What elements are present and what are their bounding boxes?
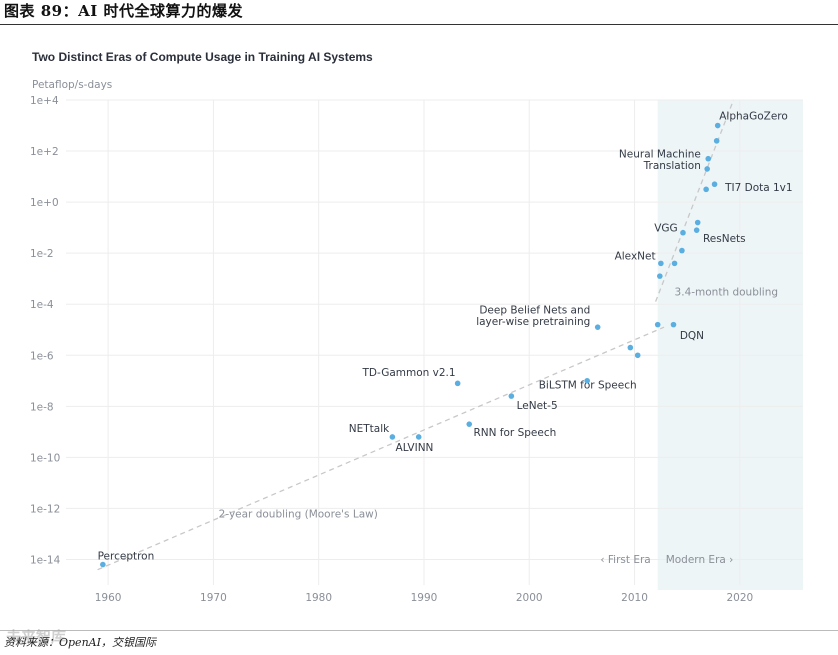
trend-line-moores-law: [97, 326, 665, 571]
footer-divider: [0, 630, 838, 631]
data-point: [711, 181, 718, 188]
annotation-label: layer-wise pretraining: [476, 316, 590, 328]
first-era-label: ‹ First Era: [600, 554, 650, 566]
annotation-label: BiLSTM for Speech: [539, 380, 637, 392]
data-point: [713, 138, 720, 144]
trend-line-modern-doubling: [654, 99, 735, 302]
y-tick-label: 1e-12: [30, 503, 60, 515]
y-tick-label: 1e+0: [30, 197, 59, 209]
data-point: [415, 434, 422, 440]
data-point: [670, 321, 677, 328]
x-tick-label: 1990: [411, 592, 438, 604]
x-tick-label: 1980: [305, 592, 332, 604]
data-point: [466, 421, 473, 427]
annotation-label: VGG: [654, 223, 677, 235]
data-point: [714, 122, 721, 129]
annotation-label: 3.4-month doubling: [675, 286, 778, 298]
data-point: [584, 377, 590, 384]
x-tick-label: 1960: [95, 592, 122, 604]
y-tick-label: 1e-4: [30, 299, 54, 311]
annotation-label: ALVINN: [396, 442, 434, 454]
data-point: [654, 321, 661, 328]
y-tick-label: 1e-14: [30, 554, 61, 566]
annotation-label: Perceptron: [98, 551, 155, 563]
data-point: [694, 219, 701, 226]
annotation-label: Deep Belief Nets and: [479, 304, 590, 316]
annotation-label: Neural Machine: [619, 149, 701, 161]
y-tick-label: 1e-2: [30, 248, 54, 260]
watermark: 未来智库: [6, 628, 67, 646]
annotation-label: AlphaGoZero: [719, 110, 788, 122]
annotation-label: DQN: [680, 330, 704, 342]
data-point: [389, 434, 396, 440]
data-point: [594, 324, 601, 330]
y-tick-label: 1e-6: [30, 350, 54, 362]
y-tick-label: 1e+2: [30, 146, 59, 158]
annotation-label: Translation: [643, 160, 701, 172]
annotation-label: ResNets: [703, 233, 746, 245]
modern-era-label: Modern Era ›: [666, 554, 734, 566]
data-point: [634, 352, 641, 359]
data-point: [627, 344, 634, 351]
annotation-label: RNN for Speech: [473, 427, 556, 439]
x-tick-label: 2000: [516, 592, 543, 604]
annotation-label: 2-year doubling (Moore's Law): [219, 509, 378, 521]
y-tick-label: 1e-10: [30, 452, 60, 464]
page-header-title: 图表 89：AI 时代全球算力的爆发: [4, 2, 243, 20]
grid-layer: [66, 99, 803, 585]
annotation-label: NETtalk: [349, 423, 390, 435]
data-point: [680, 229, 686, 236]
data-point: [508, 393, 515, 399]
data-point: [671, 260, 678, 267]
annotation-label: LeNet-5: [517, 400, 558, 412]
data-point: [100, 561, 106, 568]
data-point: [679, 247, 685, 254]
trend-layer: [97, 99, 735, 571]
y-axis-label: Petaflop/s-days: [32, 79, 112, 91]
x-tick-label: 2020: [726, 592, 753, 604]
x-tick-label: 1970: [200, 592, 227, 604]
annotation-label: TD-Gammon v2.1: [362, 367, 456, 379]
chart-title: Two Distinct Eras of Compute Usage in Tr…: [32, 50, 373, 64]
y-tick-label: 1e+4: [30, 95, 59, 107]
point-layer: [100, 122, 721, 568]
data-point: [693, 227, 700, 233]
data-point: [704, 166, 710, 172]
data-point: [454, 380, 461, 387]
annotation-label: AlexNet: [615, 251, 656, 263]
data-point: [705, 155, 712, 162]
source-note: 资料来源：OpenAI，交银国际: [4, 636, 156, 649]
y-tick-label: 1e-8: [30, 401, 54, 413]
data-point: [657, 273, 663, 279]
data-point: [658, 260, 664, 267]
modern-era-background: [657, 100, 803, 590]
header-divider: [0, 24, 838, 25]
x-tick-label: 2010: [621, 592, 648, 604]
tick-layer: 1e+4 1e+2 1e+0 1e-2 1e-4 1e-6 1e-8 1e-10 1e-12 1e…: [30, 95, 753, 604]
data-point: [703, 186, 709, 193]
annotation-label: TI7 Dota 1v1: [724, 182, 793, 194]
